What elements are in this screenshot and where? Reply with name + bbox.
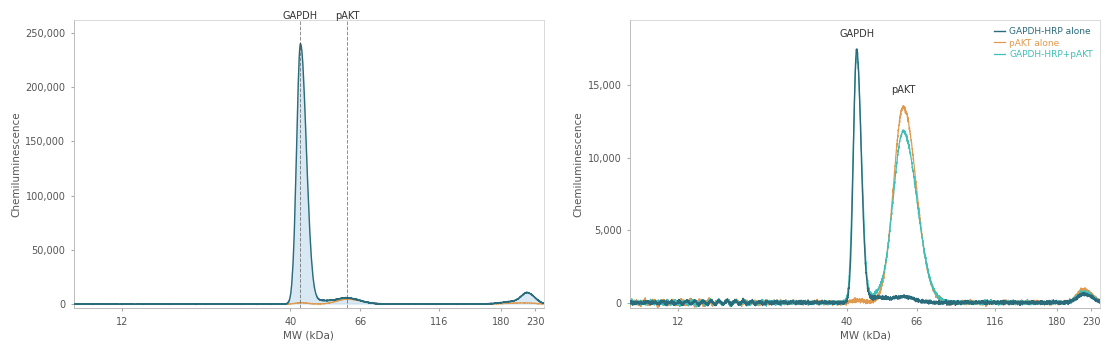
X-axis label: MW (kDa): MW (kDa)	[284, 331, 334, 341]
Line: GAPDH-HRP+pAKT: GAPDH-HRP+pAKT	[630, 55, 1100, 307]
pAKT alone	[965, 299, 978, 303]
GAPDH-HRP+pAKT	[847, 138, 860, 142]
Y-axis label: Chemiluminescence: Chemiluminescence	[11, 112, 21, 217]
pAKT alone	[1056, 300, 1070, 304]
GAPDH-HRP alone	[825, 300, 838, 304]
GAPDH-HRP alone	[965, 300, 978, 304]
X-axis label: MW (kDa): MW (kDa)	[839, 331, 890, 341]
GAPDH-HRP alone	[850, 47, 864, 51]
Line: pAKT alone: pAKT alone	[630, 106, 1100, 307]
pAKT alone	[1080, 288, 1093, 293]
GAPDH-HRP+pAKT	[1080, 291, 1093, 295]
GAPDH-HRP alone	[1093, 300, 1106, 304]
Text: GAPDH: GAPDH	[839, 29, 874, 39]
GAPDH-HRP alone	[623, 301, 637, 306]
GAPDH-HRP+pAKT	[820, 301, 834, 306]
Legend: GAPDH-HRP alone, pAKT alone, GAPDH-HRP+pAKT: GAPDH-HRP alone, pAKT alone, GAPDH-HRP+p…	[991, 25, 1095, 62]
GAPDH-HRP alone	[1056, 301, 1070, 306]
GAPDH-HRP+pAKT	[1093, 300, 1106, 304]
Line: GAPDH-HRP alone: GAPDH-HRP alone	[630, 49, 1100, 307]
GAPDH-HRP+pAKT	[690, 305, 703, 309]
GAPDH-HRP+pAKT	[965, 301, 978, 305]
pAKT alone	[623, 302, 637, 307]
GAPDH-HRP+pAKT	[850, 53, 864, 57]
Text: GAPDH: GAPDH	[283, 11, 318, 21]
GAPDH-HRP alone	[820, 301, 834, 305]
Y-axis label: Chemiluminescence: Chemiluminescence	[573, 112, 583, 217]
Text: pAKT: pAKT	[892, 85, 915, 95]
Text: pAKT: pAKT	[335, 11, 359, 21]
GAPDH-HRP+pAKT	[623, 302, 637, 307]
pAKT alone	[820, 301, 834, 305]
pAKT alone	[651, 305, 664, 309]
GAPDH-HRP alone	[847, 148, 860, 152]
pAKT alone	[847, 298, 860, 302]
GAPDH-HRP alone	[692, 304, 706, 309]
pAKT alone	[1093, 297, 1106, 301]
GAPDH-HRP alone	[1080, 293, 1093, 297]
GAPDH-HRP+pAKT	[1056, 302, 1070, 306]
GAPDH-HRP+pAKT	[825, 301, 838, 306]
pAKT alone	[825, 300, 838, 304]
pAKT alone	[896, 103, 909, 108]
